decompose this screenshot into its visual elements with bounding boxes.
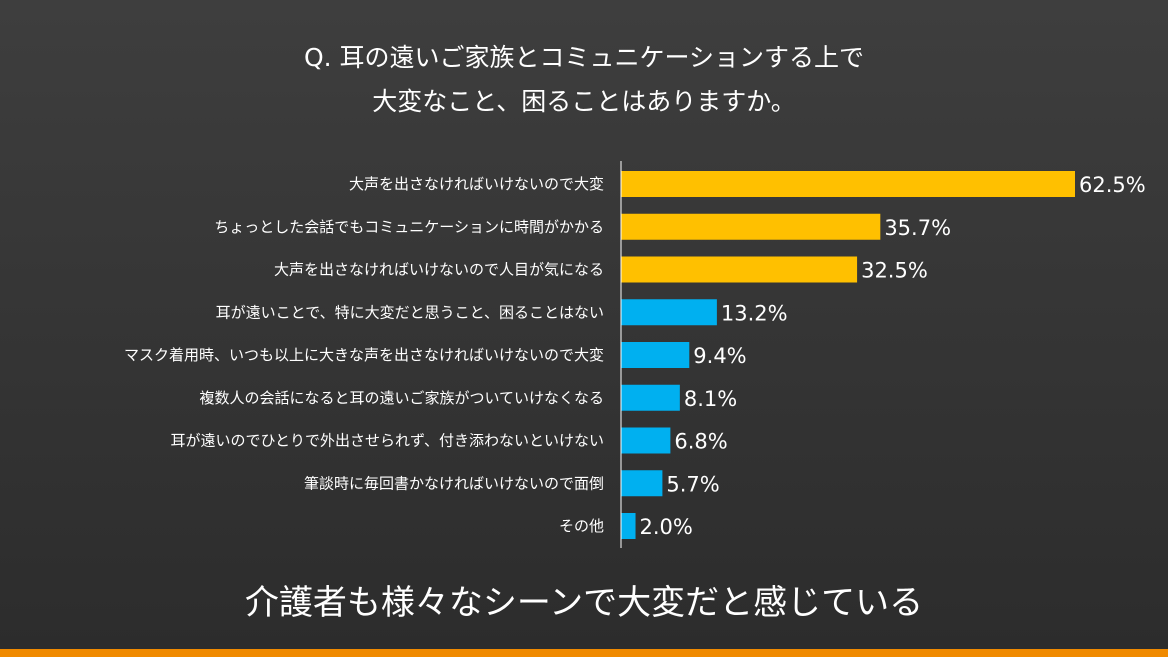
category-label: マスク着用時、いつも以上に大きな声を出さなければいけないので大変: [124, 346, 604, 364]
category-label: 大声を出さなければいけないので人目が気になる: [274, 261, 604, 279]
category-label: 筆談時に毎回書かなければいけないので面倒: [304, 474, 604, 492]
bar: [621, 342, 690, 368]
data-label: 35.7%: [884, 216, 951, 240]
bar: [621, 384, 680, 411]
bar: [621, 470, 663, 497]
bottom-accent-strip: [0, 649, 1168, 657]
data-label: 13.2%: [721, 301, 788, 325]
category-label: 複数人の会話になると耳の遠いご家族がついていけなくなる: [199, 389, 604, 407]
data-label: 32.5%: [861, 259, 928, 283]
category-label: 大声を出さなければいけないので大変: [349, 175, 604, 193]
data-label: 2.0%: [640, 515, 693, 539]
bar: [621, 256, 858, 283]
bar: [621, 513, 636, 539]
bar: [621, 299, 717, 326]
bar: [621, 171, 1075, 197]
chart-title-line-1: Q. 耳の遠いご家族とコミュニケーションする上で: [303, 43, 865, 72]
conclusion-message: 介護者も様々なシーンで大変だと感じている: [244, 583, 924, 623]
category-label: その他: [559, 517, 604, 535]
data-label: 62.5%: [1079, 173, 1146, 197]
category-label: 耳が遠いことで、特に大変だと思うこと、困ることはない: [216, 303, 604, 321]
chart-title: Q. 耳の遠いご家族とコミュニケーションする上で 大変なこと、困ることはあります…: [0, 36, 1168, 124]
data-label: 5.7%: [666, 472, 719, 496]
data-label: 6.8%: [674, 430, 727, 454]
data-label: 9.4%: [693, 344, 746, 368]
data-label: 8.1%: [684, 387, 737, 411]
category-label: ちょっとした会話でもコミュニケーションに時間がかかる: [214, 218, 604, 236]
chart-title-line-2: 大変なこと、困ることはありますか。: [372, 87, 796, 116]
category-label: 耳が遠いのでひとりで外出させられず、付き添わないといけない: [170, 432, 604, 450]
bar: [621, 213, 881, 240]
bar: [621, 427, 671, 454]
